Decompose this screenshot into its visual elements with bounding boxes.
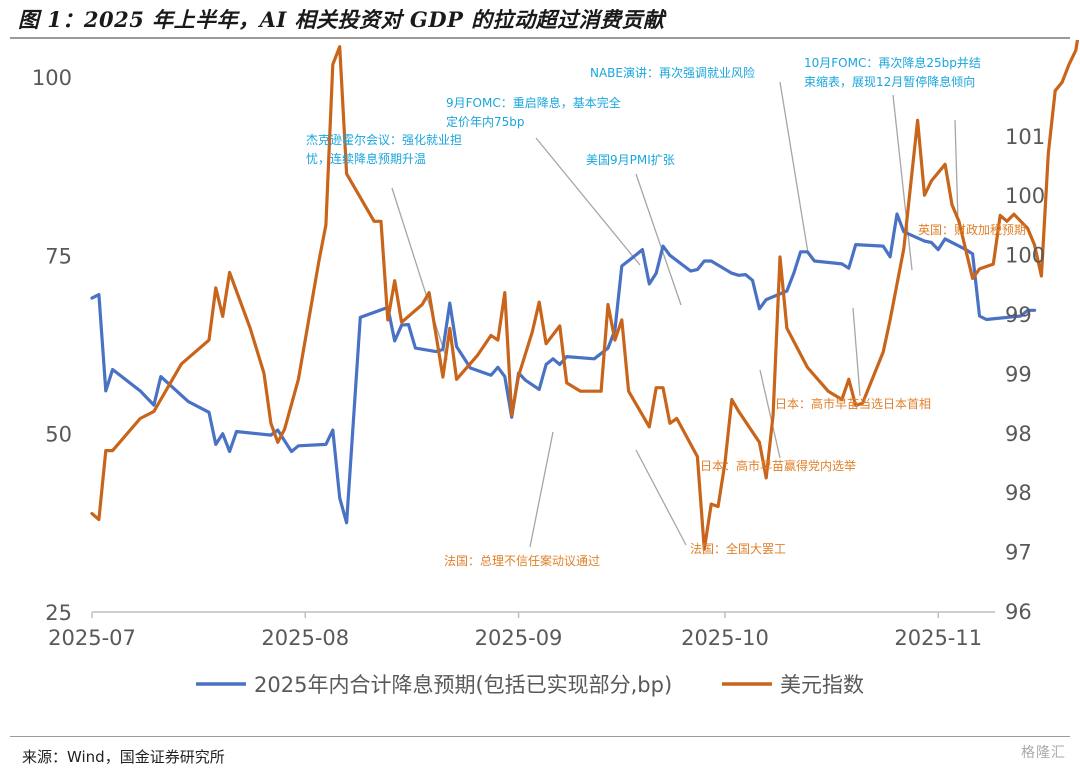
annotations: 杰克逊霍尔会议：强化就业担忧，连续降息预期升温9月FOMC：重启降息，基本完全定… [306,55,1026,568]
annotation-leaders [391,81,959,548]
x-tick-label: 2025-11 [894,626,982,650]
dual-axis-line-chart: 2025-07 2025-08 2025-09 2025-10 2025-11 25 50 7… [32,40,1080,697]
y-right-tick-label: 101 [1005,125,1045,149]
title-divider [10,37,1070,39]
axes [91,611,995,618]
legend: 2025年内合计降息预期(包括已实现部分,bp) 美元指数 [196,673,864,697]
annotation-leader-line [635,449,687,546]
annotation-text-line: 10月FOMC：再次降息25bp并结 [804,55,981,70]
annotation-text-line: 法国：总理不信任案动议通过 [444,553,600,568]
annotation-label: 英国：财政加税预期 [918,223,1026,237]
annotation-leader-line [852,307,861,397]
y-right-tick-label: 96 [1005,600,1032,624]
tick-labels: 2025-07 2025-08 2025-09 2025-10 2025-11 25 50 7… [32,66,1045,650]
x-tick-label: 2025-08 [261,626,349,650]
annotation-text-line: 束缩表，展现12月暂停降息倾向 [804,74,975,89]
annotation-label: 日本：高市早苗当选日本首相 [775,396,931,411]
annotation-text-line: 日本：高市早苗赢得党内选举 [700,458,856,473]
annotation-label: 10月FOMC：再次降息25bp并结束缩表，展现12月暂停降息倾向 [804,55,981,89]
annotation-leader-line [535,137,641,266]
y-right-tick-label: 100 [1005,244,1045,268]
annotation-text-line: 忧，连续降息预期升温 [306,151,426,166]
annotation-label: 9月FOMC：重启降息，基本完全定价年内75bp [446,95,621,129]
y-right-tick-label: 99 [1005,362,1032,386]
y-right-tick-label: 97 [1005,541,1032,565]
y-left-tick-label: 100 [32,66,72,90]
y-right-tick-label: 98 [1005,422,1032,446]
watermark: 格隆汇 [1021,745,1066,761]
series-lines [90,40,1080,551]
annotation-label: 法国：总理不信任案动议通过 [444,553,600,568]
annotation-leader-line [892,94,913,271]
annotation-leader-line [635,173,682,306]
annotation-label: 美国9月PMI扩张 [586,153,675,167]
annotation-leader-line [529,431,554,548]
x-tick-label: 2025-07 [48,626,136,650]
annotation-text-line: NABE演讲：再次强调就业风险 [590,65,755,80]
annotation-leader-line [954,119,959,223]
annotation-leader-line [391,187,448,361]
series-line-rate-cut-expectation [90,212,1037,525]
annotation-leader-line [759,369,781,459]
annotation-text-line: 日本：高市早苗当选日本首相 [775,396,931,411]
legend-item-dollar-index-label: 美元指数 [780,673,864,697]
annotation-text-line: 美国9月PMI扩张 [586,153,675,167]
figure-title: 图 1：2025 年上半年，AI 相关投资对 GDP 的拉动超过消费贡献 [18,7,665,32]
annotation-label: NABE演讲：再次强调就业风险 [590,65,755,80]
y-left-tick-label: 75 [45,244,72,268]
y-left-tick-label: 50 [45,423,72,447]
annotation-text-line: 9月FOMC：重启降息，基本完全 [446,95,621,110]
annotation-text-line: 英国：财政加税预期 [918,223,1026,237]
footer-divider [10,736,1070,737]
annotation-text-line: 法国：全国大罢工 [690,541,786,556]
annotation-text-line: 定价年内75bp [446,114,525,129]
series-line-dollar-index [90,40,1080,551]
annotation-label: 日本：高市早苗赢得党内选举 [700,458,856,473]
x-tick-label: 2025-10 [681,626,769,650]
y-left-tick-label: 25 [45,601,72,625]
y-right-tick-label: 100 [1005,184,1045,208]
annotation-text-line: 杰克逊霍尔会议：强化就业担 [306,132,462,147]
source-note: 来源：Wind，国金证券研究所 [22,748,225,766]
y-right-tick-label: 98 [1005,481,1032,505]
x-tick-label: 2025-09 [475,626,563,650]
annotation-label: 杰克逊霍尔会议：强化就业担忧，连续降息预期升温 [306,132,462,166]
annotation-leader-line [779,81,809,254]
annotation-label: 法国：全国大罢工 [690,541,786,556]
y-right-tick-label: 99 [1005,303,1032,327]
legend-item-rate-cut-expectation-label: 2025年内合计降息预期(包括已实现部分,bp) [254,673,672,697]
